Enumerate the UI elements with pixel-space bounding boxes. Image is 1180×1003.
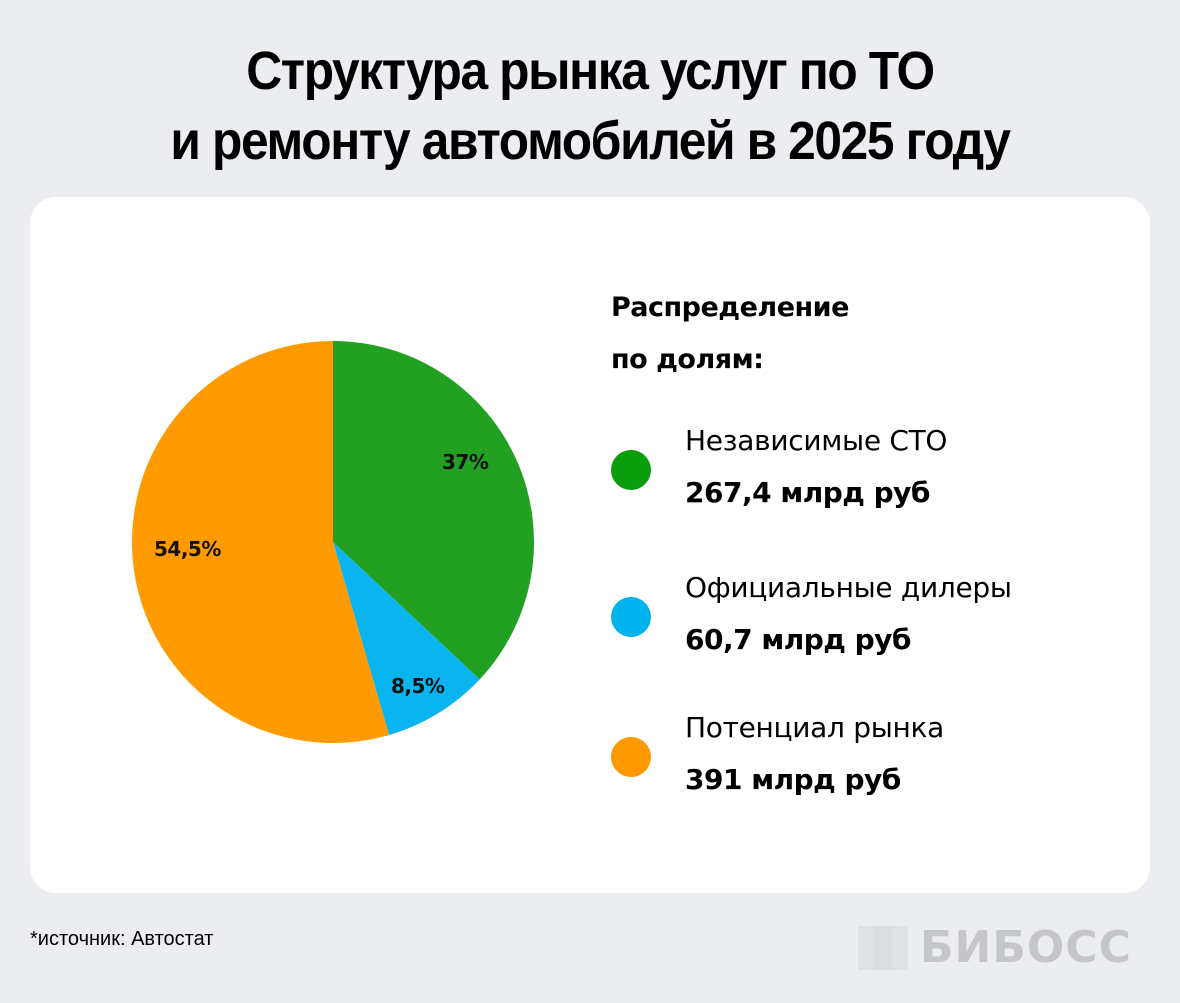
legend-label: Независимые СТО bbox=[685, 424, 948, 457]
page-title: Структура рынка услуг по ТО и ремонту ав… bbox=[47, 36, 1133, 176]
legend-label: Официальные дилеры bbox=[685, 571, 1012, 604]
source-note: *источник: Автостат bbox=[30, 928, 214, 950]
pie-slice-independent bbox=[333, 341, 534, 680]
legend-value: 267,4 млрд руб bbox=[685, 476, 930, 509]
legend-dot-orange-icon bbox=[611, 737, 651, 777]
legend-value: 60,7 млрд руб bbox=[685, 623, 911, 656]
pie-slice-dealers bbox=[333, 542, 480, 735]
brand-mark-icon bbox=[858, 925, 908, 970]
slice-label-potential: 54,5% bbox=[154, 537, 221, 561]
brand-logo: БИБОСС bbox=[858, 922, 1132, 973]
pie-chart bbox=[131, 341, 534, 743]
legend-title-line-1: Распределение bbox=[611, 292, 849, 323]
pie-slice-potential bbox=[131, 341, 390, 743]
brand-name: БИБОСС bbox=[920, 922, 1132, 973]
title-line-2: и ремонту автомобилей в 2025 году bbox=[170, 111, 1011, 171]
title-line-1: Структура рынка услуг по ТО bbox=[246, 41, 935, 101]
slice-label-independent: 37% bbox=[442, 450, 489, 474]
slice-label-dealers: 8,5% bbox=[391, 674, 445, 698]
legend-dot-blue-icon bbox=[611, 597, 651, 637]
legend-dot-green-icon bbox=[611, 450, 651, 490]
legend-value: 391 млрд руб bbox=[685, 763, 901, 796]
legend-title-line-2: по долям: bbox=[611, 344, 764, 375]
legend-label: Потенциал рынка bbox=[685, 711, 944, 744]
legend-title: Распределение по долям: bbox=[611, 282, 849, 386]
